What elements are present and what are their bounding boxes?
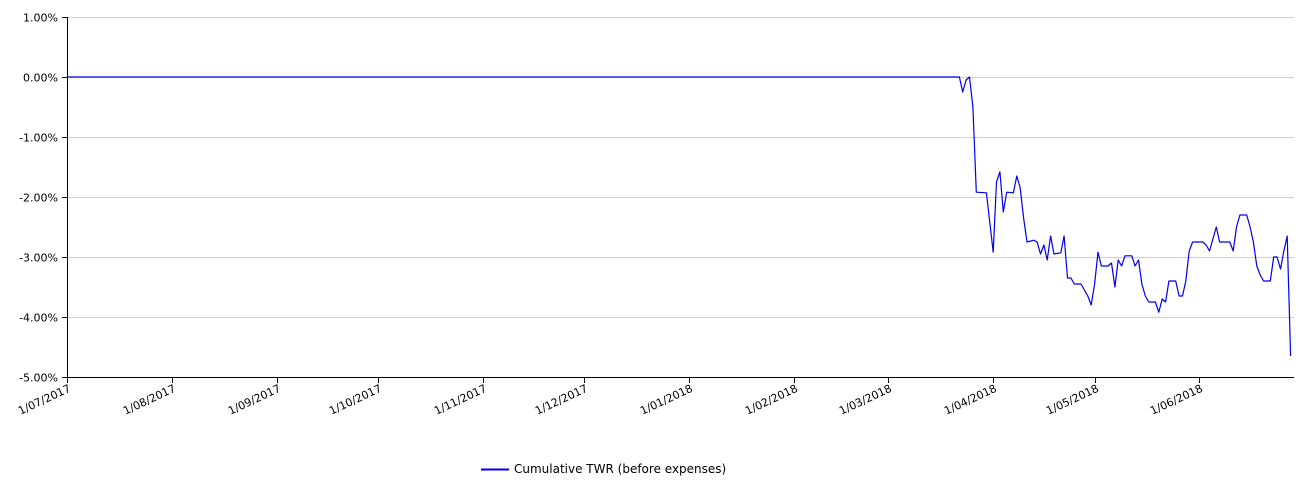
grid-lines [67, 17, 1294, 318]
x-tick-label: 1/05/2018 [1044, 382, 1101, 418]
x-tick-label: 1/07/2017 [16, 382, 73, 418]
y-tick-label: -1.00% [19, 132, 58, 145]
y-tick-label: -2.00% [19, 192, 58, 205]
y-tick-label: 0.00% [23, 72, 58, 85]
y-tick-label: -4.00% [19, 312, 58, 325]
y-tick-label: -3.00% [19, 252, 58, 265]
axes [62, 17, 1294, 383]
x-tick-label: 1/04/2018 [942, 382, 999, 418]
series-lines [67, 76, 1292, 357]
x-tick-label: 1/06/2018 [1148, 382, 1205, 418]
legend: Cumulative TWR (before expenses) [481, 462, 726, 476]
legend-label: Cumulative TWR (before expenses) [514, 462, 726, 476]
series-line [67, 76, 1292, 357]
x-tick-label: 1/10/2017 [327, 382, 384, 418]
y-tick-label: -5.00% [19, 372, 58, 385]
x-tick-label: 1/09/2017 [226, 382, 283, 418]
x-tick-label: 1/12/2017 [533, 382, 590, 418]
x-tick-labels: 1/07/2017 1/08/2017 1/09/2017 1/10/2017 1/11… [16, 382, 1205, 418]
x-tick-label: 1/02/2018 [743, 382, 800, 418]
x-tick-label: 1/03/2018 [837, 382, 894, 418]
y-tick-label: 1.00% [23, 12, 58, 25]
x-tick-label: 1/08/2017 [121, 382, 178, 418]
y-tick-labels: 1.00% 0.00% -1.00% -2.00% -3.00% -4.00% -5.00% [19, 12, 58, 385]
x-tick-label: 1/01/2018 [638, 382, 695, 418]
x-tick-label: 1/11/2017 [432, 382, 489, 418]
